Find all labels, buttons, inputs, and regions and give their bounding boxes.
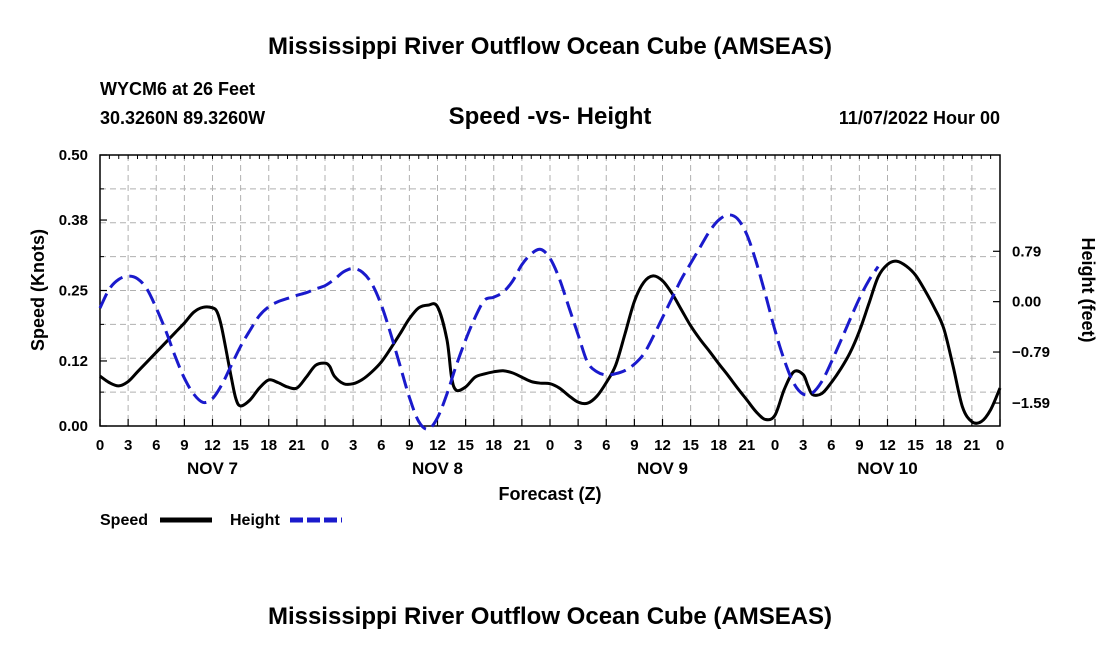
x-tick-label: 9 [405,437,413,454]
y-left-tick-label: 0.25 [59,283,88,300]
x-tick-label: 3 [799,437,807,454]
x-tick-label: 9 [855,437,863,454]
x-tick-label: 0 [771,437,779,454]
y-left-tick-label: 0.00 [59,418,88,435]
x-tick-label: 6 [602,437,610,454]
x-tick-label: 18 [260,437,277,454]
x-tick-label: 0 [546,437,554,454]
day-label: NOV 10 [857,459,917,478]
x-tick-label: 18 [710,437,727,454]
station-label: WYCM6 at 26 Feet [100,79,255,99]
x-tick-label: 21 [739,437,756,454]
main-title: Mississippi River Outflow Ocean Cube (AM… [268,33,832,60]
x-tick-label: 15 [907,437,924,454]
x-tick-label: 21 [289,437,306,454]
x-tick-label: 9 [630,437,638,454]
x-tick-label: 12 [429,437,446,454]
series-line-speed [99,259,1002,425]
x-tick-label: 6 [377,437,385,454]
footer-title: Mississippi River Outflow Ocean Cube (AM… [268,603,832,630]
legend-label-height: Height [230,512,280,529]
x-tick-label: 21 [964,437,981,454]
x-tick-label: 18 [935,437,952,454]
x-tick-label: 6 [827,437,835,454]
y-right-tick-label: −1.59 [1012,395,1050,412]
chart-subtitle: Speed -vs- Height [449,103,652,130]
y-left-tick-label: 0.50 [59,147,88,164]
x-tick-label: 3 [574,437,582,454]
legend-label-speed: Speed [100,512,148,529]
x-tick-label: 0 [321,437,329,454]
x-axis-label: Forecast (Z) [498,484,601,504]
y-left-tick-label: 0.12 [59,353,88,370]
x-tick-label: 6 [152,437,160,454]
x-tick-label: 18 [485,437,502,454]
x-tick-label: 9 [180,437,188,454]
y-right-tick-label: 0.79 [1012,243,1041,260]
x-tick-label: 21 [514,437,531,454]
y-right-tick-label: 0.00 [1012,294,1041,311]
day-label: NOV 7 [187,459,238,478]
day-label: NOV 8 [412,459,463,478]
location-label: 30.3260N 89.3260W [100,108,265,128]
y-right-tick-label: −0.79 [1012,344,1050,361]
legend: Speed Height [100,512,342,529]
x-tick-label: 15 [682,437,699,454]
x-tick-label: 12 [879,437,896,454]
x-tick-label: 3 [124,437,132,454]
y-axis-label-left: Speed (Knots) [28,229,48,351]
date-label: 11/07/2022 Hour 00 [839,108,1000,128]
plot-area: 0 3 6 9 12 15 18 21 0 3 6 9 12 15 18 21 0 3 6 9 12 15 18 21 0 3 6 9… [59,147,1050,478]
x-tick-label: 15 [457,437,474,454]
day-label: NOV 9 [637,459,688,478]
y-left-tick-label: 0.38 [59,212,88,229]
x-tick-label: 0 [996,437,1004,454]
series-line-height [98,213,880,431]
y-axis-label-right: Height (feet) [1078,238,1098,343]
x-tick-label: 12 [204,437,221,454]
x-tick-label: 3 [349,437,357,454]
x-tick-label: 0 [96,437,104,454]
x-tick-label: 15 [232,437,249,454]
x-tick-label: 12 [654,437,671,454]
